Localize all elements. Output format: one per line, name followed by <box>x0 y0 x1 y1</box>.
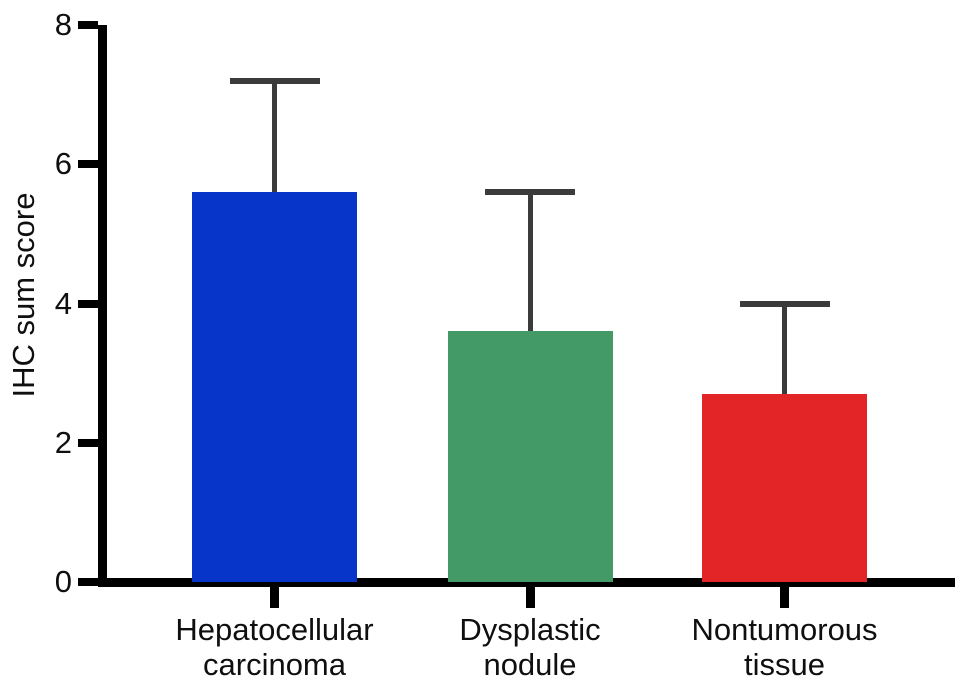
y-tick-mark <box>78 21 98 29</box>
y-tick-mark <box>78 578 98 586</box>
error-bar-line <box>527 192 533 332</box>
error-bar-cap <box>739 300 830 307</box>
y-tick-label: 8 <box>54 7 72 42</box>
bar-0 <box>192 192 357 582</box>
x-tick-mark <box>780 586 789 608</box>
x-category-label: Nontumorous tissue <box>645 612 925 682</box>
y-tick-label: 6 <box>54 146 72 182</box>
x-category-label: Hepatocellular carcinoma <box>135 612 415 682</box>
x-axis-line <box>98 577 955 587</box>
error-bar-line <box>782 303 787 394</box>
x-tick-mark <box>270 586 279 608</box>
x-tick-mark <box>525 586 535 608</box>
y-tick-label: 0 <box>54 564 72 599</box>
x-category-label-line: nodule <box>483 647 577 682</box>
y-tick-label: 4 <box>54 285 72 321</box>
x-category-label: Dysplastic nodule <box>390 612 670 682</box>
y-axis-line <box>98 25 107 587</box>
x-category-label-line: Dysplastic <box>459 612 601 647</box>
error-bar-line <box>272 80 277 193</box>
y-tick-mark <box>78 160 98 169</box>
error-bar-cap <box>485 189 575 196</box>
x-category-label-line: Nontumorous <box>691 612 878 647</box>
y-tick-label: 2 <box>54 424 72 460</box>
bar-2 <box>702 394 867 582</box>
error-bar-cap <box>229 77 320 84</box>
x-category-label-line: Hepatocellular <box>175 612 374 647</box>
bar-1 <box>447 331 613 582</box>
x-category-label-line: tissue <box>744 647 825 682</box>
y-tick-mark <box>78 299 98 308</box>
y-tick-mark <box>78 438 98 447</box>
x-category-label-line: carcinoma <box>203 647 346 682</box>
